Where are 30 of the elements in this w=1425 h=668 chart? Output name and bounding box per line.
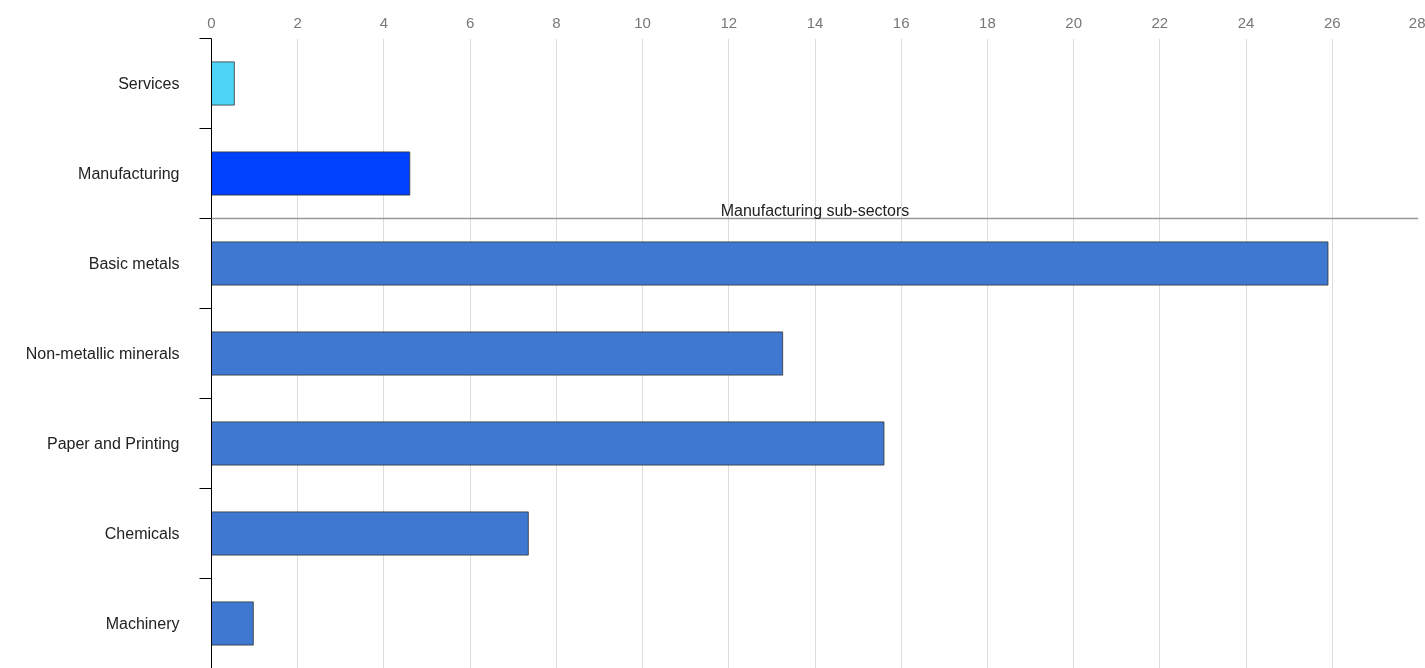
bar	[211, 241, 1329, 286]
y-tick-label: Manufacturing	[78, 165, 180, 182]
x-tick-label: 20	[1065, 13, 1082, 31]
bar	[211, 511, 529, 556]
bar	[211, 331, 784, 376]
ref-line-label: Manufacturing sub-sectors	[720, 201, 910, 219]
x-tick-label: 0	[207, 13, 216, 31]
x-tick-label: 24	[1237, 13, 1255, 31]
bar	[211, 61, 235, 106]
x-tick-label: 14	[806, 13, 824, 31]
y-tick-label: Services	[118, 75, 180, 92]
bar	[211, 421, 885, 466]
x-tick-label: 6	[465, 13, 475, 31]
x-tick-label: 2	[293, 13, 302, 31]
x-tick-label: 26	[1323, 13, 1341, 31]
x-tick-label: 18	[979, 13, 996, 31]
x-tick-label: 4	[379, 13, 389, 31]
x-tick-label: 8	[552, 13, 561, 31]
x-tick-label: 16	[892, 13, 910, 31]
y-tick-label: Paper and Printing	[46, 435, 180, 452]
bar	[211, 601, 254, 646]
y-tick-label: Machinery	[105, 615, 180, 632]
y-tick-label: Basic metals	[88, 255, 180, 272]
y-tick-label: Non-metallic minerals	[25, 345, 180, 362]
x-tick-label: 28	[1408, 13, 1425, 31]
x-tick-label: 12	[720, 13, 738, 31]
x-tick-label: 10	[634, 13, 651, 31]
y-tick-label: Chemicals	[104, 525, 180, 542]
x-tick-label: 22	[1151, 13, 1169, 31]
bar	[211, 151, 411, 196]
